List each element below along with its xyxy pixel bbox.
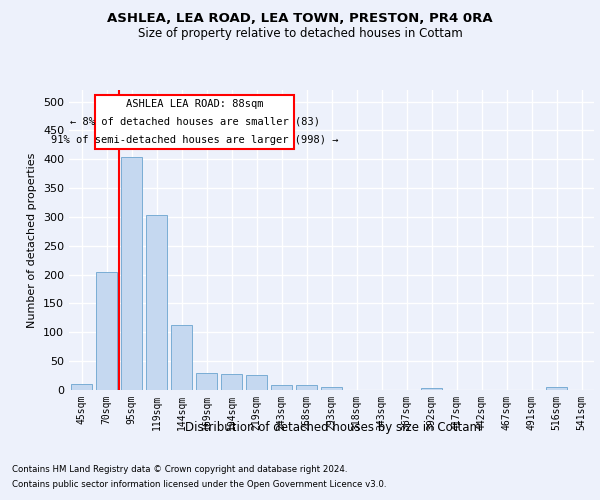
Bar bbox=[221, 374, 242, 390]
Bar bbox=[146, 215, 167, 390]
Bar bbox=[271, 385, 292, 390]
Bar bbox=[171, 326, 192, 390]
Bar bbox=[421, 388, 442, 390]
Bar bbox=[546, 387, 567, 390]
Bar bbox=[246, 375, 267, 390]
Text: ASHLEA, LEA ROAD, LEA TOWN, PRESTON, PR4 0RA: ASHLEA, LEA ROAD, LEA TOWN, PRESTON, PR4… bbox=[107, 12, 493, 26]
Text: ASHLEA LEA ROAD: 88sqm: ASHLEA LEA ROAD: 88sqm bbox=[126, 98, 263, 108]
Y-axis label: Number of detached properties: Number of detached properties bbox=[28, 152, 37, 328]
Bar bbox=[196, 372, 217, 390]
Text: Contains HM Land Registry data © Crown copyright and database right 2024.: Contains HM Land Registry data © Crown c… bbox=[12, 465, 347, 474]
Bar bbox=[96, 272, 117, 390]
Bar bbox=[71, 384, 92, 390]
Bar bbox=[321, 386, 342, 390]
Text: ← 8% of detached houses are smaller (83): ← 8% of detached houses are smaller (83) bbox=[70, 116, 320, 126]
Bar bbox=[95, 94, 294, 149]
Bar bbox=[121, 158, 142, 390]
Text: 91% of semi-detached houses are larger (998) →: 91% of semi-detached houses are larger (… bbox=[51, 135, 338, 145]
Bar bbox=[296, 386, 317, 390]
Text: Distribution of detached houses by size in Cottam: Distribution of detached houses by size … bbox=[185, 421, 481, 434]
Text: Contains public sector information licensed under the Open Government Licence v3: Contains public sector information licen… bbox=[12, 480, 386, 489]
Text: Size of property relative to detached houses in Cottam: Size of property relative to detached ho… bbox=[137, 28, 463, 40]
